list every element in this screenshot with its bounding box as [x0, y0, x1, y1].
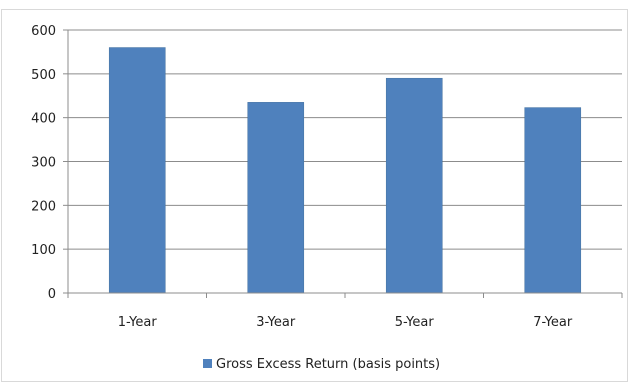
y-tick-label: 300 — [31, 156, 56, 171]
x-tick-label: 7-Year — [533, 315, 573, 330]
legend: Gross Excess Return (basis points) — [203, 357, 440, 372]
bar-5-year — [385, 77, 443, 294]
legend-label: Gross Excess Return (basis points) — [216, 357, 440, 372]
chart-frame — [1, 9, 628, 382]
bar-7-year — [524, 107, 582, 294]
x-tick-label: 5-Year — [395, 315, 435, 330]
bar-layer — [108, 47, 582, 294]
axis-layer — [63, 29, 623, 298]
legend-swatch — [203, 359, 212, 368]
label-layer: 0 100 200 300 400 500 600 1-Year 3-Year 5-Year 7-Y… — [31, 24, 573, 330]
y-tick-label: 400 — [31, 112, 56, 127]
y-tick-label: 600 — [31, 24, 56, 39]
x-tick-label: 3-Year — [256, 315, 296, 330]
bar-3-year — [247, 102, 305, 294]
y-tick-label: 200 — [31, 199, 56, 214]
y-tick-label: 0 — [48, 287, 56, 302]
y-tick-label: 500 — [31, 68, 56, 83]
x-tick-label: 1-Year — [118, 315, 158, 330]
y-tick-label: 100 — [31, 243, 56, 258]
bar-1-year — [108, 47, 166, 294]
